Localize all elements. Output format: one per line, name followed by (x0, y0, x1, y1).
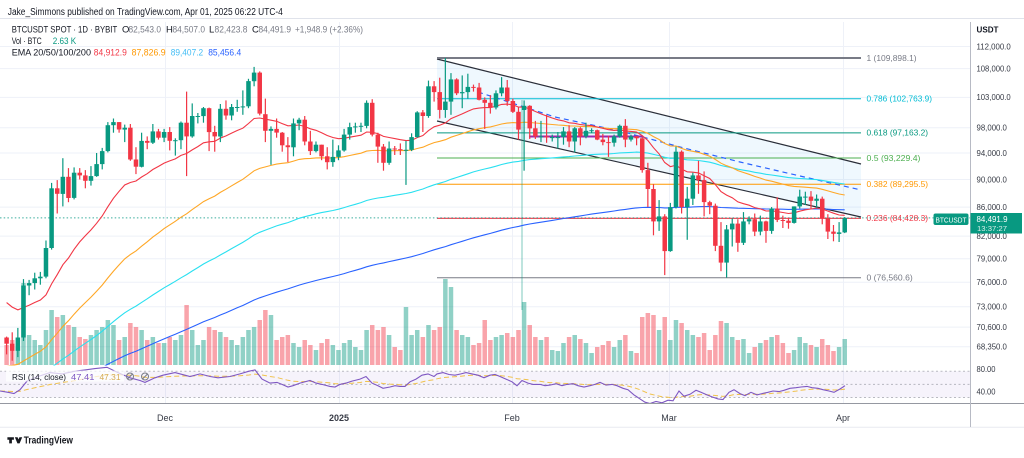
svg-text:BTCUSDT SPOT · 1D · BYBIT: BTCUSDT SPOT · 1D · BYBIT (12, 25, 118, 36)
svg-text:82,543.0: 82,543.0 (129, 25, 162, 36)
svg-text:0.5 (93,229.4): 0.5 (93,229.4) (867, 154, 921, 163)
svg-text:2.63 K: 2.63 K (53, 36, 77, 47)
svg-text:98,000.0: 98,000.0 (977, 123, 1008, 132)
svg-text:84,491.9: 84,491.9 (977, 215, 1009, 224)
svg-text:L: L (209, 25, 214, 36)
svg-text:82,000.0: 82,000.0 (977, 232, 1008, 241)
svg-text:TradingView: TradingView (24, 435, 74, 446)
svg-text:80.00: 80.00 (977, 365, 997, 374)
svg-text:Dec: Dec (157, 413, 174, 423)
svg-text:86,000.0: 86,000.0 (977, 203, 1008, 212)
svg-text:108,000.0: 108,000.0 (977, 64, 1012, 73)
svg-text:73,000.0: 73,000.0 (977, 303, 1008, 312)
svg-text:40.00: 40.00 (977, 387, 997, 396)
svg-text:Vol · BTC: Vol · BTC (12, 36, 42, 47)
svg-text:70,600.0: 70,600.0 (977, 323, 1008, 332)
svg-text:84,912.9: 84,912.9 (94, 48, 127, 59)
svg-text:47.41: 47.41 (71, 372, 95, 382)
svg-text:C: C (252, 25, 259, 36)
svg-text:Feb: Feb (504, 413, 520, 423)
svg-text:USDT: USDT (977, 25, 1000, 35)
svg-text:82,423.8: 82,423.8 (215, 25, 248, 36)
svg-text:13:37:27: 13:37:27 (977, 224, 1007, 233)
svg-text:0.618 (97,163.2): 0.618 (97,163.2) (867, 129, 929, 138)
svg-text:EMA 20/50/100/200: EMA 20/50/100/200 (12, 48, 91, 59)
svg-text:87,826.9: 87,826.9 (132, 48, 166, 59)
svg-text:Mar: Mar (661, 413, 677, 423)
svg-text:84,491.9: 84,491.9 (259, 25, 292, 36)
svg-text:0 (76,560.6): 0 (76,560.6) (867, 274, 914, 283)
svg-text:0.236 (84,428.3): 0.236 (84,428.3) (867, 214, 929, 223)
svg-text:94,000.0: 94,000.0 (977, 149, 1008, 158)
svg-text:0.786 (102,763.9): 0.786 (102,763.9) (867, 95, 933, 104)
svg-text:0.382 (89,295.5): 0.382 (89,295.5) (867, 180, 929, 189)
svg-text:84,507.0: 84,507.0 (173, 25, 206, 36)
svg-text:68,350.0: 68,350.0 (977, 343, 1008, 352)
svg-text:103,000.0: 103,000.0 (977, 93, 1012, 102)
svg-text:Apr: Apr (836, 413, 850, 423)
svg-text:85,456.4: 85,456.4 (208, 48, 241, 59)
svg-text:1 (109,898.1): 1 (109,898.1) (867, 54, 917, 63)
svg-text:112,000.0: 112,000.0 (977, 42, 1012, 51)
svg-text:76,000.0: 76,000.0 (977, 278, 1008, 287)
svg-text:+1,948.9 (+2.36%): +1,948.9 (+2.36%) (295, 25, 363, 36)
svg-text:79,000.0: 79,000.0 (977, 255, 1008, 264)
svg-text:Jake_Simmons published on Trad: Jake_Simmons published on TradingView.co… (8, 7, 283, 18)
svg-text:90,000.0: 90,000.0 (977, 175, 1008, 184)
svg-text:2025: 2025 (329, 413, 349, 423)
svg-text:BTCUSDT: BTCUSDT (936, 215, 967, 224)
svg-text:47.31: 47.31 (100, 372, 121, 382)
svg-text:H: H (166, 25, 173, 36)
svg-text:RSI (14, close): RSI (14, close) (12, 372, 66, 382)
svg-text:O: O (122, 25, 129, 36)
svg-text:89,407.2: 89,407.2 (171, 48, 204, 59)
